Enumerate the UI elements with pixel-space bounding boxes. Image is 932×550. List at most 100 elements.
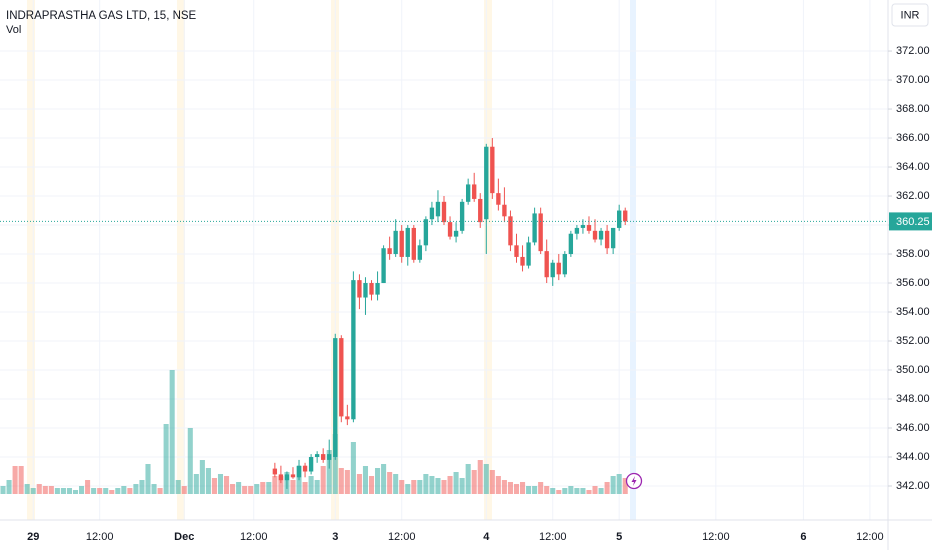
volume-bar (66, 488, 73, 494)
y-tick-label: 348.00 (896, 393, 930, 405)
volume-bar (175, 480, 181, 494)
volume-bar (532, 486, 538, 494)
volume-bar (254, 484, 260, 494)
candle-body (411, 227, 416, 260)
volume-bar (230, 484, 236, 494)
volume-bar (115, 488, 121, 494)
candle-body (459, 201, 465, 231)
candle-body (417, 245, 423, 260)
volume-bar (598, 488, 604, 494)
x-tick-label: 3 (332, 531, 338, 543)
volume-bar (393, 474, 399, 494)
volume-bar (556, 490, 562, 494)
volume-bar (435, 478, 441, 494)
volume-bar (519, 482, 526, 494)
candle-body (441, 201, 447, 223)
volume-bar (375, 468, 381, 494)
session-band (484, 0, 492, 520)
candle-body (393, 230, 398, 255)
alert-icon[interactable] (625, 472, 643, 490)
y-tick-label: 356.00 (896, 277, 930, 289)
volume-bar (145, 464, 151, 494)
candle-body (520, 256, 525, 266)
volume-bar (465, 464, 471, 494)
x-tick-label: 12:00 (702, 531, 730, 543)
volume-bar (447, 476, 453, 494)
candle-body (423, 219, 429, 246)
volume-bar (308, 476, 314, 494)
volume-bar (97, 488, 103, 494)
volume-bar (429, 476, 435, 494)
session-band (177, 0, 185, 520)
y-tick-label: 370.00 (896, 74, 930, 86)
candle-body (453, 230, 459, 237)
volume-bar (272, 476, 278, 494)
y-tick-label: 344.00 (896, 451, 930, 463)
volume-bar (266, 482, 272, 494)
volume-bar (163, 424, 169, 494)
volume-bar (362, 466, 369, 494)
candle-body (369, 283, 374, 295)
candle-body (272, 468, 278, 475)
candle-body (562, 254, 567, 275)
last-price-tag (889, 212, 932, 231)
candle-body (610, 227, 616, 249)
volume-bar (290, 480, 296, 494)
volume-bar (586, 490, 592, 494)
volume-bar (411, 480, 417, 494)
volume-bar (199, 460, 205, 494)
volume-bar (72, 490, 79, 494)
volume-bar (314, 480, 320, 494)
session-band (630, 0, 636, 520)
volume-bar (471, 470, 477, 494)
volume-bar (36, 484, 42, 494)
volume-bar (54, 488, 60, 494)
volume-bar (223, 476, 230, 494)
volume-bar (622, 478, 628, 494)
candle-body (484, 146, 489, 220)
volume-bar (592, 486, 598, 494)
x-tick-label: 5 (616, 531, 622, 543)
volume-bar (453, 472, 459, 494)
volume-bar (30, 488, 36, 494)
candle-body (514, 245, 519, 257)
x-tick-label: Dec (174, 531, 194, 543)
x-tick-label: 12:00 (539, 531, 567, 543)
y-tick-label: 354.00 (896, 306, 930, 318)
volume-bar (405, 484, 411, 494)
candle-body (496, 193, 501, 205)
candle-body (290, 474, 296, 478)
volume-bar (544, 486, 550, 494)
candle-body (429, 207, 435, 220)
volume-bar (538, 482, 544, 494)
candle-body (623, 210, 628, 222)
candle-body (387, 248, 392, 255)
volume-bar (417, 480, 423, 494)
volume-bar (562, 488, 568, 494)
candle-body (568, 233, 574, 255)
alert-bolt[interactable] (631, 476, 637, 486)
volume-bar (278, 476, 284, 494)
volume-bar (338, 468, 344, 494)
volume-bar (326, 450, 332, 494)
volume-bar (574, 488, 580, 494)
volume-bar (568, 486, 574, 494)
currency-label[interactable]: INR (901, 9, 920, 21)
volume-bar (127, 488, 133, 494)
candle-body (314, 454, 320, 458)
candle-layer (0, 138, 888, 489)
volume-bar (550, 488, 556, 494)
volume-bar (205, 468, 211, 494)
y-tick-label: 366.00 (896, 132, 930, 144)
volume-bar (91, 488, 97, 494)
volume-bar (441, 480, 447, 494)
volume-bar (181, 486, 187, 494)
volume-bar (169, 370, 175, 494)
volume-bar (121, 486, 127, 494)
currency-button[interactable] (891, 3, 929, 27)
volume-bar (507, 482, 513, 494)
volume-bar (616, 474, 622, 494)
volume-bar (157, 488, 163, 494)
candle-body (321, 454, 326, 460)
x-tick-label: 12:00 (240, 531, 268, 543)
